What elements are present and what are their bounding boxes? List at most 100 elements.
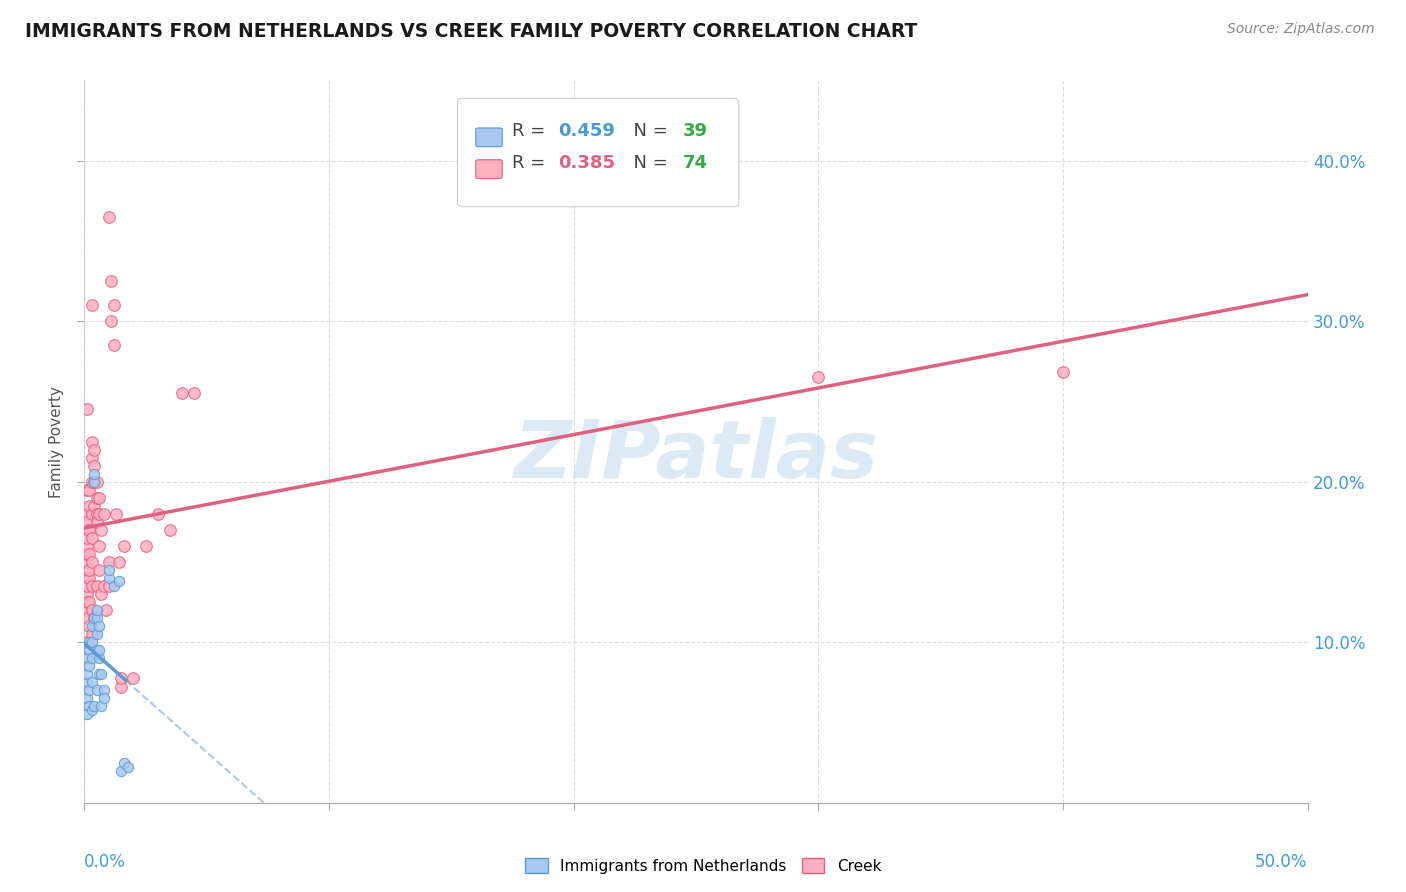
Point	[77, 547, 100, 561]
Point	[135, 539, 157, 553]
Point	[86, 515, 108, 529]
Point	[80, 507, 103, 521]
Point	[103, 298, 125, 312]
Point	[97, 210, 120, 224]
Point	[76, 587, 98, 601]
Point	[86, 475, 108, 489]
Point	[83, 442, 105, 457]
Point	[83, 611, 105, 625]
Point	[76, 531, 98, 545]
Point	[77, 571, 100, 585]
Text: Source: ZipAtlas.com: Source: ZipAtlas.com	[1227, 22, 1375, 37]
Point	[107, 574, 129, 589]
Point	[76, 402, 98, 417]
Point	[105, 507, 128, 521]
FancyBboxPatch shape	[475, 128, 502, 147]
Point	[87, 651, 110, 665]
Point	[87, 563, 110, 577]
Text: IMMIGRANTS FROM NETHERLANDS VS CREEK FAMILY POVERTY CORRELATION CHART: IMMIGRANTS FROM NETHERLANDS VS CREEK FAM…	[25, 22, 918, 41]
Point	[87, 491, 110, 505]
Point	[86, 507, 108, 521]
Point	[76, 675, 98, 690]
Point	[83, 611, 105, 625]
Point	[107, 555, 129, 569]
Point	[80, 450, 103, 465]
Point	[117, 760, 139, 774]
Point	[80, 434, 103, 449]
Text: 39: 39	[683, 122, 709, 140]
Text: R =: R =	[512, 122, 551, 140]
Point	[110, 764, 132, 778]
FancyBboxPatch shape	[475, 160, 502, 178]
Point	[83, 467, 105, 481]
Point	[76, 707, 98, 722]
Point	[76, 603, 98, 617]
Point	[77, 499, 100, 513]
Text: 74: 74	[683, 153, 709, 172]
Point	[1052, 366, 1074, 380]
Point	[146, 507, 169, 521]
Point	[86, 611, 108, 625]
Point	[76, 507, 98, 521]
Point	[83, 458, 105, 473]
Point	[87, 643, 110, 657]
Y-axis label: Family Poverty: Family Poverty	[49, 385, 65, 498]
Point	[96, 603, 118, 617]
Point	[93, 691, 115, 706]
Point	[87, 507, 110, 521]
Text: N =: N =	[621, 122, 673, 140]
Point	[77, 563, 100, 577]
Point	[172, 386, 194, 401]
Point	[90, 587, 112, 601]
FancyBboxPatch shape	[457, 98, 738, 207]
Point	[93, 579, 115, 593]
Point	[86, 643, 108, 657]
Point	[77, 595, 100, 609]
Point	[76, 651, 98, 665]
Text: 0.459: 0.459	[558, 122, 616, 140]
Point	[86, 683, 108, 698]
Point	[122, 671, 145, 685]
Point	[93, 683, 115, 698]
Point	[80, 555, 103, 569]
Point	[76, 579, 98, 593]
Point	[80, 651, 103, 665]
Point	[76, 547, 98, 561]
Point	[76, 539, 98, 553]
Point	[103, 579, 125, 593]
Point	[83, 499, 105, 513]
Point	[83, 699, 105, 714]
Point	[80, 619, 103, 633]
Point	[77, 683, 100, 698]
Point	[86, 603, 108, 617]
Point	[76, 611, 98, 625]
Point	[77, 483, 100, 497]
Point	[76, 571, 98, 585]
Point	[77, 659, 100, 673]
Point	[103, 338, 125, 352]
Text: R =: R =	[512, 153, 551, 172]
Point	[80, 675, 103, 690]
Point	[93, 507, 115, 521]
Point	[76, 483, 98, 497]
Point	[83, 475, 105, 489]
Point	[77, 619, 100, 633]
Point	[87, 619, 110, 633]
Legend: Immigrants from Netherlands, Creek: Immigrants from Netherlands, Creek	[519, 852, 887, 880]
Point	[80, 298, 103, 312]
Point	[97, 563, 120, 577]
Point	[77, 635, 100, 649]
Point	[86, 627, 108, 641]
Point	[80, 703, 103, 717]
Text: N =: N =	[621, 153, 673, 172]
Point	[76, 667, 98, 681]
Point	[83, 475, 105, 489]
Point	[76, 515, 98, 529]
Point	[80, 531, 103, 545]
Point	[86, 491, 108, 505]
Point	[76, 691, 98, 706]
Point	[112, 756, 135, 770]
Point	[97, 555, 120, 569]
Text: 0.385: 0.385	[558, 153, 616, 172]
Point	[77, 523, 100, 537]
